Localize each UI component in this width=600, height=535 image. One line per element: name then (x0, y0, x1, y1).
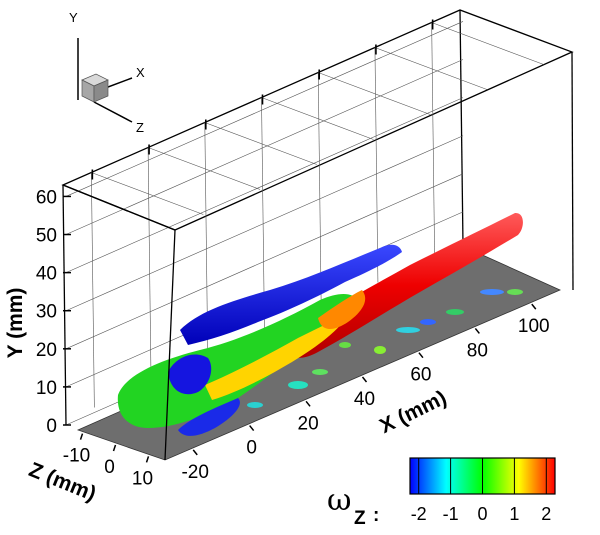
y-tick-label: 20 (36, 340, 57, 361)
y-tick-label: 50 (36, 226, 57, 247)
grid-line (91, 172, 204, 215)
y-tick-label: 30 (36, 302, 57, 323)
y-tick-label: 40 (36, 264, 57, 285)
colorbar-variable-symbol: ω (327, 483, 351, 518)
x-tick-label: 40 (354, 389, 375, 410)
x-axis-label: X (mm) (376, 386, 450, 438)
grid-line (65, 135, 464, 311)
grid-line (204, 122, 317, 165)
colorbar-tick-label: 2 (541, 504, 551, 524)
colorbar-tick-label: -2 (411, 504, 427, 524)
grid-line (65, 97, 464, 273)
orange-vortex-patch (318, 290, 366, 329)
grid-line (431, 22, 544, 65)
y-tick-label: 10 (36, 378, 57, 399)
grid-line (147, 147, 152, 383)
x-axis-ticks: -20 0 20 40 60 80 100 (181, 303, 550, 483)
x-tick-mark (361, 376, 368, 383)
z-tick-label: 10 (132, 468, 153, 489)
colorbar-ticks: -2 -1 0 1 2 (411, 458, 551, 524)
y-tick-label: 60 (36, 187, 57, 208)
grid-line (65, 173, 464, 350)
z-tick-mark (79, 433, 84, 440)
x-tick-mark (192, 449, 198, 456)
x-tick-label: 100 (518, 316, 550, 337)
grid-line (374, 47, 488, 90)
orientation-triad: Y X Z (69, 10, 145, 135)
yellow-vortex-core (205, 312, 350, 400)
z-tick-label: -10 (63, 446, 90, 467)
y-axis-label: Y (mm) (4, 288, 27, 359)
grid-line (261, 97, 374, 140)
x-tick-label: -20 (181, 462, 208, 483)
x-tick-label: 20 (298, 413, 319, 434)
grid-line (91, 172, 95, 408)
y-axis-ticks: 0 10 20 30 40 50 60 (36, 187, 71, 437)
x-tick-mark (249, 425, 255, 432)
triad-x-label: X (136, 65, 145, 80)
blue-vortex-tail (178, 398, 240, 436)
grid-line (374, 47, 379, 283)
blue-vortex-lower (168, 354, 212, 395)
grid-line (318, 72, 431, 115)
isosurfaces (117, 212, 523, 436)
grid-line (65, 21, 464, 197)
z-tick-mark (145, 456, 150, 463)
grid-line (147, 147, 261, 190)
x-tick-mark (474, 327, 480, 334)
grid-line (65, 59, 464, 235)
x-tick-mark (418, 352, 424, 359)
green-vortex-body (117, 294, 358, 428)
grid-line (431, 22, 435, 258)
colorbar-separator: : (373, 505, 379, 526)
x-tick-label: 80 (467, 340, 488, 361)
x-tick-label: 60 (410, 365, 431, 386)
triad-cube-side (93, 79, 109, 103)
x-tick-mark (305, 400, 311, 407)
y-tick-label: 0 (46, 416, 57, 437)
blue-vortex-upper (180, 244, 402, 345)
z-tick-label: 0 (104, 457, 115, 478)
bounding-box-front (62, 184, 176, 461)
grid-line (317, 72, 322, 308)
triad-y-label: Y (69, 10, 78, 25)
colorbar: -2 -1 0 1 2 ω Z : (327, 457, 556, 529)
colorbar-tick-label: 0 (477, 504, 487, 524)
triad-z-label: Z (136, 120, 144, 135)
colorbar-tick-label: -1 (443, 504, 459, 524)
x-tick-mark (531, 303, 537, 310)
z-axis-ticks: -10 0 10 (63, 433, 153, 489)
colorbar-variable-subscript: Z (354, 508, 366, 529)
z-tick-mark (112, 444, 117, 452)
colorbar-tick-label: 1 (509, 504, 519, 524)
x-tick-label: 0 (246, 438, 257, 459)
floor-fragments (247, 289, 523, 408)
